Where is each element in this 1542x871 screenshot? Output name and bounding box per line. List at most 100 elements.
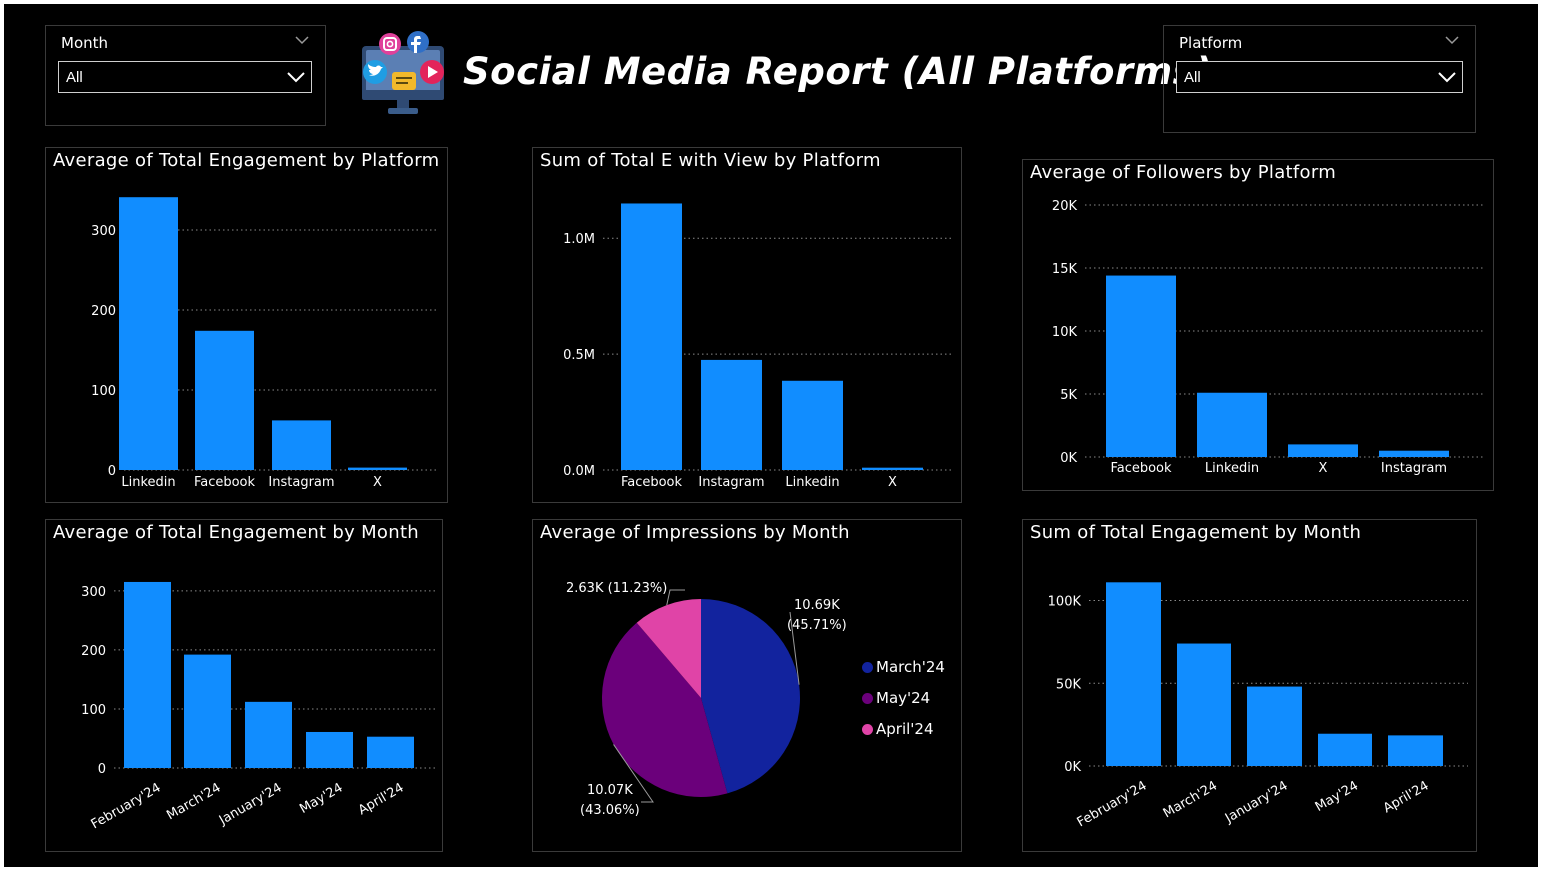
pie-data-label: 10.69K (45.71%) [787, 598, 847, 633]
x-tick-label: Linkedin [785, 475, 839, 490]
y-tick-label: 0K [1060, 451, 1077, 466]
platform-dropdown[interactable]: All [1176, 61, 1463, 93]
bar-may-24 [306, 731, 353, 768]
bar-instagram [1379, 450, 1449, 457]
report-canvas: Month All Social Media Report (All Platf… [4, 4, 1538, 867]
report-title: Social Media Report (All Platforms) [463, 50, 1213, 93]
x-tick-label: Linkedin [121, 475, 175, 490]
bar-instagram [701, 359, 762, 470]
y-tick-label: 200 [91, 304, 116, 319]
x-tick-label: February'24 [89, 780, 164, 832]
y-tick-label: 0 [108, 464, 116, 479]
bar-linkedin [1197, 392, 1267, 457]
chevron-down-icon[interactable] [295, 34, 309, 46]
views-by-platform-chart[interactable]: Sum of Total E with View by Platform 0.0… [532, 147, 962, 503]
y-tick-label: 100 [91, 384, 116, 399]
y-tick-label: 0.5M [563, 348, 595, 363]
y-tick-label: 100K [1048, 595, 1082, 610]
bar-april-24 [367, 736, 414, 768]
bar-instagram [272, 420, 331, 470]
y-tick-label: 100 [81, 703, 106, 718]
x-tick-label: January'24 [216, 780, 284, 828]
chart-title: Average of Total Engagement by Month [53, 522, 420, 543]
pie-data-label: 10.07K (43.06%) [580, 783, 640, 818]
month-slicer-label: Month [61, 34, 109, 52]
bar-linkedin [782, 380, 843, 470]
y-tick-label: 15K [1052, 262, 1078, 277]
pie-data-label: 2.63K (11.23%) [566, 581, 668, 596]
y-tick-label: 300 [91, 224, 116, 239]
bar-chart: 0K 5K 10K 15K 20K Facebook Linkedin X Instagram [1052, 199, 1483, 476]
x-tick-label: Facebook [194, 475, 256, 490]
bar-x [862, 467, 923, 470]
chevron-down-icon[interactable] [1445, 34, 1459, 46]
chart-title: Average of Total Engagement by Platform [53, 150, 440, 171]
y-tick-label: 5K [1060, 388, 1077, 403]
bar-april-24 [1388, 735, 1443, 766]
x-tick-label: March'24 [164, 780, 223, 823]
bar-facebook [195, 330, 254, 470]
month-dropdown-value: All [66, 69, 83, 86]
pie-chart [602, 589, 800, 803]
pie-leader-line [613, 744, 654, 803]
bar-march-24 [184, 654, 231, 768]
bar-linkedin [119, 197, 178, 470]
bar-facebook [1106, 275, 1176, 457]
bar-january-24 [1247, 686, 1302, 766]
bar-february-24 [1106, 582, 1161, 766]
bar-x [348, 467, 407, 470]
x-tick-label: May'24 [1313, 778, 1361, 814]
x-tick-label: X [373, 475, 382, 490]
legend-item-april[interactable]: April'24 [862, 720, 934, 738]
bar-january-24 [245, 701, 292, 768]
y-tick-label: 10K [1052, 325, 1078, 340]
bar-march-24 [1177, 643, 1231, 766]
month-dropdown[interactable]: All [58, 61, 312, 93]
followers-by-platform-chart[interactable]: Average of Followers by Platform 0K 5K 10K… [1022, 159, 1494, 491]
x-tick-label: Instagram [1381, 461, 1447, 476]
x-tick-label: April'24 [356, 780, 407, 818]
bar-chart: 0K 50K 100K February'24 March'24 January'24 Ma… [1048, 582, 1468, 830]
pie-leader-line [666, 589, 685, 606]
bar-x [1288, 444, 1358, 457]
y-tick-label: 0K [1064, 760, 1081, 775]
impressions-by-month-chart[interactable]: Average of Impressions by Month 10.69K (4… [532, 519, 962, 852]
month-slicer: Month All [45, 25, 326, 126]
pie-slice-march-24 [701, 599, 800, 794]
legend-item-march[interactable]: March'24 [862, 658, 945, 676]
pie-slice-april-24 [636, 599, 701, 698]
bar-chart: 0.0M 0.5M 1.0M Facebook Instagram Linkedin X [563, 203, 953, 490]
x-tick-label: February'24 [1075, 778, 1150, 830]
sum-engagement-by-month-chart[interactable]: Sum of Total Engagement by Month 0K 50K 10… [1022, 519, 1477, 852]
legend-dot [862, 724, 873, 735]
x-tick-label: April'24 [1381, 778, 1432, 816]
pie-leader-line [789, 611, 800, 685]
platform-dropdown-value: All [1184, 69, 1201, 86]
chart-title: Average of Impressions by Month [540, 522, 850, 543]
bar-may-24 [1318, 733, 1372, 766]
platform-slicer: Platform All [1163, 25, 1476, 133]
x-tick-label: Facebook [621, 475, 683, 490]
legend-dot [862, 693, 873, 704]
legend-dot [862, 662, 873, 673]
chart-title: Sum of Total E with View by Platform [540, 150, 881, 171]
x-tick-label: Instagram [698, 475, 764, 490]
y-tick-label: 1.0M [563, 232, 595, 247]
y-tick-label: 200 [81, 644, 106, 659]
chart-title: Sum of Total Engagement by Month [1030, 522, 1362, 543]
platform-slicer-label: Platform [1179, 34, 1243, 52]
y-tick-label: 50K [1056, 677, 1082, 692]
x-tick-label: Facebook [1110, 461, 1172, 476]
x-tick-label: March'24 [1161, 778, 1220, 821]
x-tick-label: X [1319, 461, 1328, 476]
legend-item-may[interactable]: May'24 [862, 689, 930, 707]
y-tick-label: 0.0M [563, 464, 595, 479]
pie-slice-may-24 [602, 622, 728, 797]
social-media-monitor-icon [362, 31, 444, 114]
engagement-by-month-chart[interactable]: Average of Total Engagement by Month 0 10… [45, 519, 443, 852]
y-tick-label: 20K [1052, 199, 1078, 214]
engagement-by-platform-chart[interactable]: Average of Total Engagement by Platform … [45, 147, 448, 503]
x-tick-label: Linkedin [1205, 461, 1259, 476]
bar-february-24 [124, 581, 171, 768]
